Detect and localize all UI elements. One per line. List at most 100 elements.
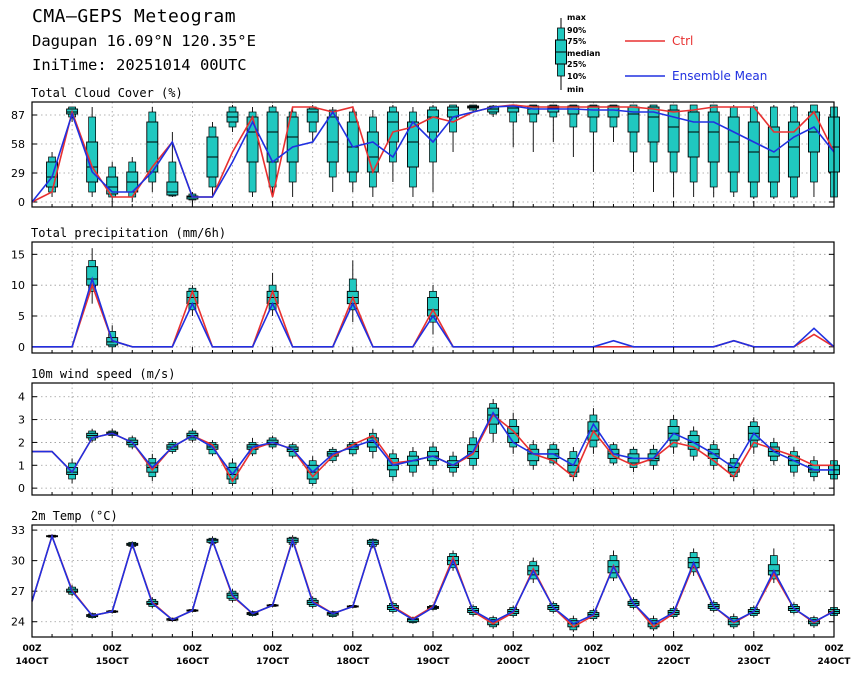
panel-title: Total Cloud Cover (%): [31, 86, 183, 100]
time-axis: 00Z 14OCT 00Z 15OCT 00Z 16OCT 00Z 17OCT 00Z 18OCT…: [16, 644, 852, 667]
x-tick-label-time: 00Z: [22, 644, 42, 654]
y-tick-label: 3: [18, 414, 25, 427]
x-tick-label-time: 00Z: [504, 644, 524, 654]
box-iqr: [767, 126, 780, 183]
legend-box-label: min: [567, 85, 584, 94]
y-tick-label: 0: [18, 482, 25, 495]
box-plot: [226, 105, 239, 132]
x-tick-label-date: 15OCT: [96, 657, 130, 667]
x-tick-label-date: 24OCT: [818, 657, 852, 667]
box-plot: [547, 104, 560, 142]
box-plot: [507, 104, 520, 147]
init-time-label: IniTime: 20251014 00UTC: [32, 56, 247, 74]
location-label: Dagupan 16.09°N 120.35°E: [32, 32, 256, 50]
x-tick-label-date: 17OCT: [256, 657, 290, 667]
x-tick-label-date: 22OCT: [657, 657, 691, 667]
box-plot: [787, 105, 800, 199]
x-tick-label-time: 00Z: [103, 644, 123, 654]
y-tick-label: 87: [11, 109, 25, 122]
box-iqr: [447, 460, 459, 469]
box-iqr: [527, 105, 540, 115]
box-plot: [627, 104, 640, 172]
box-plot: [386, 105, 399, 182]
box-iqr: [707, 111, 720, 163]
box-iqr: [727, 116, 740, 173]
box-plot: [146, 107, 159, 192]
panel-title: 2m Temp (°C): [31, 509, 118, 523]
box-p10-p90: [449, 104, 457, 133]
box-plot: [587, 104, 600, 172]
box-plot: [266, 272, 279, 316]
box-plot: [206, 122, 219, 197]
box-plot: [707, 104, 720, 197]
box-iqr: [607, 105, 620, 118]
box-p10-p90: [569, 104, 578, 128]
box-iqr: [146, 121, 159, 173]
y-tick-label: 0: [18, 196, 25, 209]
box-iqr: [326, 116, 339, 163]
box-plot: [667, 104, 680, 197]
x-tick-label-date: 21OCT: [577, 657, 611, 667]
box-plot: [427, 105, 439, 192]
box-plot: [487, 105, 500, 117]
y-tick-label: 5: [18, 310, 25, 323]
box-iqr: [647, 106, 660, 143]
box-plot: [808, 104, 820, 197]
box-iqr: [427, 297, 439, 317]
box-plot: [86, 428, 99, 443]
x-tick-label-date: 18OCT: [336, 657, 370, 667]
y-tick-label: 30: [11, 555, 25, 568]
box-plot: [707, 440, 720, 470]
legend-box-label: 10%: [567, 72, 586, 81]
legend-box-label: 90%: [567, 26, 586, 35]
x-tick-label-time: 00Z: [824, 644, 844, 654]
box-iqr: [787, 121, 800, 178]
box-iqr: [587, 105, 600, 118]
y-tick-label: 27: [11, 585, 25, 598]
panel-3: 10m wind speed (m/s) 0 1 2 3 4: [18, 367, 840, 496]
y-tick-label: 24: [11, 616, 25, 629]
legend-ctrl-label: Ctrl: [672, 34, 693, 48]
x-tick-label-date: 14OCT: [16, 657, 50, 667]
y-tick-label: 33: [11, 524, 25, 537]
legend-box-label: median: [567, 49, 601, 58]
box-plot: [126, 157, 139, 202]
box-iqr: [306, 108, 319, 123]
box-plot: [467, 104, 480, 112]
legend-box-label: 25%: [567, 60, 586, 69]
panel-title: Total precipitation (mm/6h): [31, 226, 226, 240]
box-iqr: [627, 106, 640, 133]
x-tick-label-time: 00Z: [584, 644, 604, 654]
box-iqr: [286, 116, 299, 163]
y-tick-label: 10: [11, 279, 25, 292]
ctrl-line: [31, 533, 835, 628]
box-plot: [527, 440, 540, 470]
box-iqr: [86, 266, 99, 286]
box-plot: [727, 105, 740, 197]
box-iqr: [386, 111, 399, 143]
box-plot: [687, 426, 700, 461]
y-tick-label: 0: [18, 341, 25, 354]
y-tick-label: 58: [11, 138, 25, 151]
box-plot: [366, 110, 379, 197]
box-p10-p90: [429, 106, 437, 163]
ctrl-line: [31, 104, 835, 203]
y-tick-label: 4: [18, 391, 25, 404]
box-iqr: [166, 181, 179, 196]
box-plot: [86, 248, 99, 304]
box-plot: [747, 105, 760, 199]
box-iqr: [667, 109, 680, 153]
ensemble-mean-line: [31, 533, 835, 625]
x-tick-label-time: 00Z: [183, 644, 203, 654]
legend: max 90% 75% median 25% 10% min Ctrl Ensemble Mea…: [555, 13, 767, 94]
y-tick-label: 29: [11, 167, 25, 180]
panel-4: 2m Temp (°C) 24 27 30 33: [11, 509, 840, 638]
box-p10-p90: [168, 161, 177, 197]
y-tick-label: 15: [11, 248, 25, 261]
x-tick-label-time: 00Z: [423, 644, 443, 654]
legend-mean-label: Ensemble Mean: [672, 69, 767, 83]
box-plot: [326, 107, 339, 192]
panels: Total Cloud Cover (%) 0 29 58 87 Total precip…: [11, 86, 840, 638]
x-tick-label-time: 00Z: [263, 644, 283, 654]
